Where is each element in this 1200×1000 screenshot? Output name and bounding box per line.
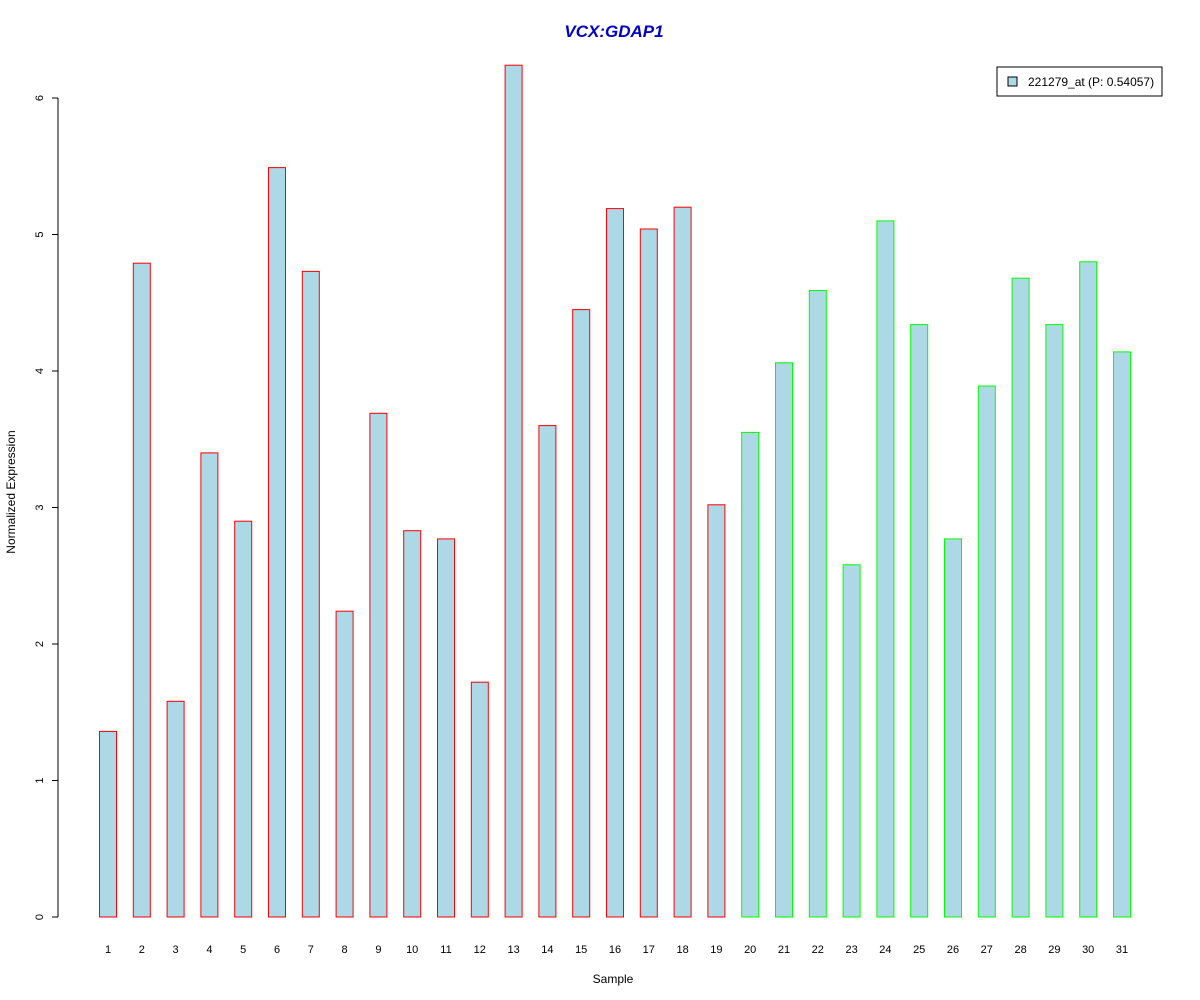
x-tick-label: 28 <box>1014 944 1026 956</box>
bar <box>977 385 996 918</box>
bar <box>741 431 760 918</box>
bar <box>673 206 692 918</box>
x-tick-label: 21 <box>778 944 790 956</box>
y-tick-label: 5 <box>34 231 46 237</box>
bar <box>775 362 793 918</box>
bar <box>606 208 624 918</box>
bar <box>1113 351 1131 918</box>
bar <box>99 730 117 918</box>
y-tick-label: 4 <box>34 368 46 374</box>
x-tick-label: 17 <box>643 944 655 956</box>
bar <box>808 290 827 918</box>
y-tick-label: 3 <box>34 504 46 510</box>
x-tick-label: 9 <box>375 944 381 956</box>
x-tick-label: 1 <box>105 944 111 956</box>
x-tick-label: 7 <box>308 944 314 956</box>
x-tick-labels: 1 2 3 4 5 6 7 8 9 10 11 12 13 14 15 16 17 18 19 20 21 22 23 24 2… <box>105 944 1128 956</box>
bar <box>876 220 895 918</box>
x-tick-label: 18 <box>676 944 688 956</box>
chart-title: VCX:GDAP1 <box>564 22 663 41</box>
legend: 221279_at (P: 0.54057) <box>996 66 1163 97</box>
bar <box>403 530 422 918</box>
x-tick-label: 22 <box>812 944 824 956</box>
bar <box>470 681 489 918</box>
x-tick-label: 31 <box>1116 944 1128 956</box>
x-tick-label: 29 <box>1048 944 1060 956</box>
bar <box>301 270 320 918</box>
x-tick-label: 27 <box>981 944 993 956</box>
x-tick-label: 13 <box>507 944 519 956</box>
x-tick-label: 2 <box>139 944 145 956</box>
bar <box>504 64 523 918</box>
x-axis-label: Sample <box>593 972 634 986</box>
y-axis: 0 1 2 3 4 5 6 <box>34 95 59 920</box>
y-tick-label: 1 <box>34 777 46 783</box>
y-tick-label: 6 <box>34 95 46 101</box>
x-tick-label: 16 <box>609 944 621 956</box>
bar <box>234 520 253 918</box>
x-tick-label: 14 <box>541 944 553 956</box>
bar <box>639 228 658 918</box>
bar <box>437 538 455 918</box>
bar <box>707 504 726 918</box>
x-tick-label: 19 <box>710 944 722 956</box>
x-tick-label: 15 <box>575 944 587 956</box>
x-tick-label: 30 <box>1082 944 1094 956</box>
bar <box>842 564 861 918</box>
bar <box>369 412 388 918</box>
y-tick-label: 0 <box>34 914 46 920</box>
x-tick-label: 26 <box>947 944 959 956</box>
bar <box>910 324 929 918</box>
bar <box>538 425 557 918</box>
x-tick-label: 8 <box>342 944 348 956</box>
bars <box>99 64 1131 918</box>
bar <box>1045 324 1064 918</box>
bar <box>268 167 286 918</box>
x-tick-label: 23 <box>845 944 857 956</box>
bar <box>572 309 591 918</box>
x-tick-label: 10 <box>406 944 418 956</box>
x-tick-label: 12 <box>474 944 486 956</box>
y-tick-label: 2 <box>34 641 46 647</box>
x-tick-label: 6 <box>274 944 280 956</box>
x-tick-label: 25 <box>913 944 925 956</box>
x-tick-label: 4 <box>206 944 212 956</box>
bar <box>1011 277 1030 918</box>
legend-box <box>996 66 1163 97</box>
bar <box>166 700 185 918</box>
x-tick-label: 3 <box>173 944 179 956</box>
y-axis-label: Normalized Expression <box>4 430 18 553</box>
legend-series-label: 221279_at (P: 0.54057) <box>1028 75 1154 89</box>
bar <box>132 262 151 918</box>
bar <box>944 538 962 918</box>
x-tick-label: 5 <box>240 944 246 956</box>
x-tick-label: 24 <box>879 944 891 956</box>
x-tick-label: 11 <box>440 944 451 956</box>
x-tick-label: 20 <box>744 944 756 956</box>
legend-swatch <box>1007 76 1018 87</box>
bar <box>200 452 219 918</box>
bar <box>335 610 354 918</box>
bar <box>1079 261 1098 918</box>
